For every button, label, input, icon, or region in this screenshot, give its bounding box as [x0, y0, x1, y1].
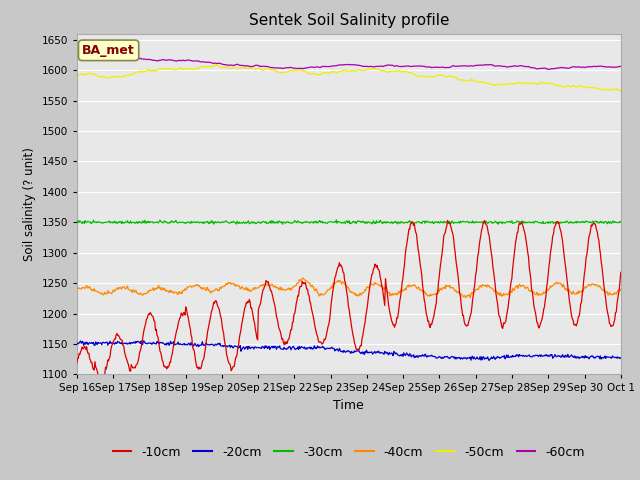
- -50cm: [73, 73, 81, 79]
- -30cm: [73, 219, 81, 225]
- -60cm: [546, 67, 554, 72]
- -40cm: [73, 286, 81, 291]
- -60cm: [416, 63, 424, 69]
- -20cm: [223, 344, 231, 350]
- Legend: -10cm, -20cm, -30cm, -40cm, -50cm, -60cm: -10cm, -20cm, -30cm, -40cm, -50cm, -60cm: [108, 441, 590, 464]
- -30cm: [279, 221, 287, 227]
- -40cm: [194, 282, 202, 288]
- -60cm: [90, 53, 98, 59]
- -20cm: [431, 354, 439, 360]
- Line: -20cm: -20cm: [77, 341, 621, 360]
- -50cm: [139, 69, 147, 75]
- -40cm: [299, 275, 307, 281]
- -60cm: [195, 59, 202, 64]
- -40cm: [462, 295, 470, 300]
- -50cm: [617, 88, 625, 94]
- -60cm: [140, 56, 147, 62]
- -30cm: [433, 219, 440, 225]
- -30cm: [139, 218, 147, 224]
- -50cm: [194, 65, 202, 71]
- Y-axis label: Soil salinity (? unit): Soil salinity (? unit): [23, 147, 36, 261]
- Line: -10cm: -10cm: [77, 220, 621, 379]
- -60cm: [431, 64, 439, 70]
- -10cm: [444, 217, 451, 223]
- Line: -60cm: -60cm: [77, 56, 621, 70]
- -50cm: [223, 64, 231, 70]
- -50cm: [416, 73, 424, 79]
- -40cm: [617, 287, 625, 292]
- Title: Sentek Soil Salinity profile: Sentek Soil Salinity profile: [248, 13, 449, 28]
- Line: -40cm: -40cm: [77, 278, 621, 298]
- -50cm: [83, 71, 90, 77]
- -30cm: [83, 219, 90, 225]
- -40cm: [83, 283, 90, 288]
- -10cm: [140, 331, 147, 336]
- -40cm: [223, 281, 230, 287]
- -10cm: [223, 354, 231, 360]
- -20cm: [416, 353, 424, 359]
- -10cm: [97, 376, 105, 382]
- -60cm: [73, 53, 81, 59]
- -20cm: [139, 342, 147, 348]
- Line: -30cm: -30cm: [77, 220, 621, 224]
- -50cm: [213, 62, 221, 68]
- -40cm: [416, 287, 424, 293]
- -10cm: [617, 269, 625, 275]
- -30cm: [194, 219, 202, 225]
- Line: -50cm: -50cm: [77, 65, 621, 91]
- -20cm: [195, 344, 202, 349]
- -30cm: [223, 219, 230, 225]
- -10cm: [431, 304, 439, 310]
- -20cm: [140, 338, 147, 344]
- -60cm: [617, 63, 625, 69]
- -20cm: [485, 358, 493, 363]
- -40cm: [431, 292, 439, 298]
- Text: BA_met: BA_met: [82, 44, 135, 57]
- -10cm: [416, 256, 424, 262]
- X-axis label: Time: Time: [333, 399, 364, 412]
- -50cm: [431, 73, 439, 79]
- -10cm: [73, 360, 81, 366]
- -30cm: [417, 220, 424, 226]
- -60cm: [83, 53, 90, 59]
- -10cm: [83, 344, 90, 349]
- -20cm: [83, 339, 90, 345]
- -40cm: [139, 292, 147, 298]
- -20cm: [617, 355, 625, 360]
- -20cm: [73, 340, 81, 346]
- -30cm: [617, 219, 625, 225]
- -10cm: [195, 366, 202, 372]
- -30cm: [332, 217, 340, 223]
- -60cm: [223, 62, 231, 68]
